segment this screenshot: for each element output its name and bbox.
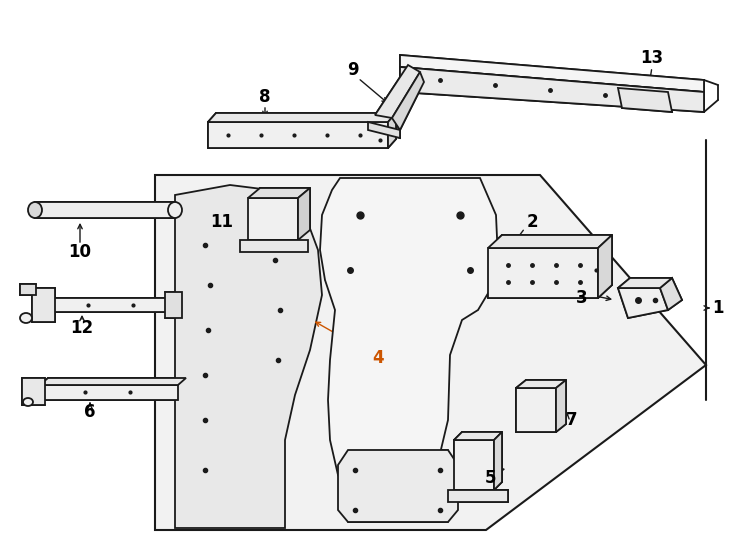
Polygon shape: [618, 88, 672, 112]
Polygon shape: [388, 113, 396, 148]
Text: 9: 9: [347, 61, 359, 79]
Polygon shape: [488, 248, 598, 298]
Polygon shape: [50, 298, 168, 312]
Polygon shape: [494, 432, 502, 490]
Text: 7: 7: [566, 411, 578, 429]
Text: 2: 2: [526, 213, 538, 231]
Text: 5: 5: [484, 469, 495, 487]
Polygon shape: [20, 284, 36, 295]
Polygon shape: [240, 240, 308, 252]
Polygon shape: [208, 122, 388, 148]
Polygon shape: [454, 432, 502, 440]
Ellipse shape: [20, 313, 32, 323]
Polygon shape: [248, 188, 310, 198]
Polygon shape: [338, 450, 458, 522]
Polygon shape: [516, 380, 566, 388]
Polygon shape: [320, 178, 498, 510]
Text: 13: 13: [641, 49, 664, 67]
Polygon shape: [598, 235, 612, 298]
Text: 4: 4: [372, 349, 384, 367]
Polygon shape: [165, 292, 182, 318]
Polygon shape: [556, 380, 566, 432]
Polygon shape: [454, 440, 494, 490]
Polygon shape: [400, 67, 704, 112]
Polygon shape: [400, 55, 704, 92]
Ellipse shape: [23, 398, 33, 406]
Text: 11: 11: [211, 213, 233, 231]
Ellipse shape: [28, 202, 42, 218]
Text: 3: 3: [576, 289, 588, 307]
Polygon shape: [660, 278, 682, 310]
Ellipse shape: [168, 202, 182, 218]
Polygon shape: [40, 385, 178, 400]
Text: 1: 1: [712, 299, 724, 317]
Text: 6: 6: [84, 403, 95, 421]
Polygon shape: [618, 288, 668, 318]
Text: 8: 8: [259, 88, 271, 106]
Polygon shape: [298, 188, 310, 240]
Polygon shape: [22, 378, 45, 405]
Polygon shape: [35, 202, 175, 218]
Polygon shape: [488, 235, 612, 248]
Polygon shape: [155, 175, 706, 530]
Polygon shape: [368, 122, 400, 138]
Polygon shape: [175, 185, 322, 528]
Text: 10: 10: [68, 243, 92, 261]
Polygon shape: [516, 388, 556, 432]
Polygon shape: [400, 67, 704, 104]
Polygon shape: [375, 65, 420, 118]
Polygon shape: [208, 113, 396, 122]
Polygon shape: [448, 490, 508, 502]
Polygon shape: [32, 288, 55, 322]
Text: 12: 12: [70, 319, 93, 337]
Polygon shape: [40, 378, 186, 385]
Polygon shape: [248, 198, 298, 240]
Polygon shape: [392, 72, 424, 130]
Polygon shape: [618, 278, 672, 288]
